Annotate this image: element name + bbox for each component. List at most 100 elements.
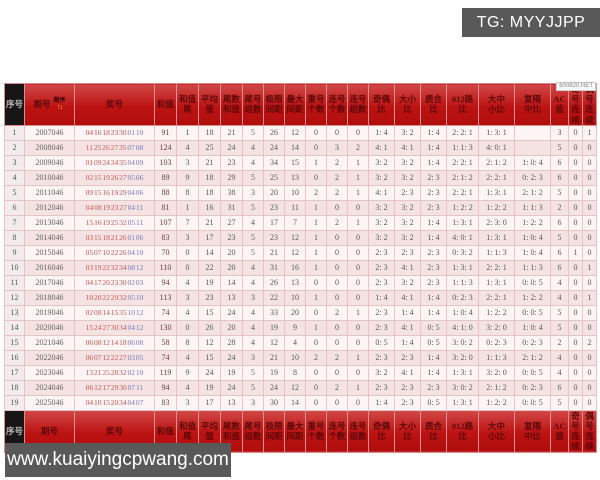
cell-sum-tail: 9 [176, 364, 199, 381]
cell-rep-int-mid-ratio [514, 124, 551, 141]
cell-consec-count: 2 [326, 214, 348, 231]
cell-tail-sum: 23 [220, 154, 243, 171]
cell-road012-ratio: 3: 2: 0 [446, 349, 479, 366]
cell-period: 2021046 [24, 334, 75, 351]
cell-period: 2017046 [24, 274, 75, 291]
cell-odd-even-ratio: 3: 2 [368, 214, 395, 231]
lottery-stats-table: 序号 期号 顺序 ↑↓ 奖号 和值 和值 尾平均 值尾数 和值 尾号 组数 极限 间距 最大 间距… [4, 83, 597, 453]
cell-road012-ratio: 1: 3: 1 [446, 214, 479, 231]
cell-big-small-ratio: 4: 1 [394, 259, 421, 276]
cell-rep-int-mid-ratio: 0: 0: 5 [514, 364, 551, 381]
cell-consec-groups: 0 [347, 244, 369, 261]
cell-tail-groups: 5 [242, 379, 264, 396]
cell-max-gap: 14 [284, 139, 306, 156]
cell-avg: 22 [198, 259, 221, 276]
cell-tail-sum: 28 [220, 334, 243, 351]
col-header-period[interactable]: 期号 顺序 ↑↓ [24, 83, 75, 126]
cell-odd-run: 0 [568, 259, 583, 276]
cell-odd-even-ratio: 0: 5 [368, 334, 395, 351]
cell-tail-sum: 20 [220, 319, 243, 336]
col-header-road012-ratio: 012路 比 [446, 83, 479, 126]
cell-seq: 15 [4, 334, 25, 351]
cell-tail-groups: 4 [242, 334, 264, 351]
cell-seq: 18 [4, 379, 25, 396]
cell-even-run: 2 [582, 334, 597, 351]
cell-ac-value: 4 [550, 289, 569, 306]
cell-even-run: 0 [582, 154, 597, 171]
cell-max-gap: 12 [284, 244, 306, 261]
cell-prize: 15 24 27 30 34 04 12 [74, 319, 155, 336]
back-numbers: 05 11 [126, 218, 144, 227]
col-header-prime-comp-ratio: 质合 比 [420, 83, 447, 126]
cell-prize: 13 21 25 28 32 02 10 [74, 364, 155, 381]
cell-period: 2007046 [24, 124, 75, 141]
cell-repeat-count: 0 [305, 274, 327, 291]
table-row: 4 2010046 02 15 19 26 27 05 06 89 9 18 29 5 25 13… [4, 169, 597, 186]
cell-big-small-ratio: 3: 2 [394, 154, 421, 171]
cell-odd-even-ratio: 3: 2 [368, 169, 395, 186]
col-header-consec-count: 连号 个数 [326, 409, 348, 453]
cell-prize: 03 19 22 32 34 08 12 [74, 259, 155, 276]
cell-big-small-ratio: 1: 4 [394, 334, 421, 351]
table-row: 3 2009046 01 09 24 34 35 04 09 103 3 21 23 4 34 1… [4, 154, 597, 171]
cell-ac-value: 5 [550, 319, 569, 336]
cell-prime-comp-ratio: 2: 3 [420, 169, 447, 186]
cell-prime-comp-ratio: 1: 4 [420, 124, 447, 141]
cell-prize: 03 15 18 21 26 01 06 [74, 229, 155, 246]
cell-prime-comp-ratio: 2: 3 [420, 274, 447, 291]
cell-consec-groups: 0 [347, 319, 369, 336]
cell-sum-tail: 8 [176, 184, 199, 201]
cell-tail-sum: 23 [220, 229, 243, 246]
table-row: 18 2024046 06 12 17 29 30 07 11 94 4 19 24 5 24 1… [4, 379, 597, 396]
cell-consec-groups: 0 [347, 124, 369, 141]
cell-avg: 15 [198, 349, 221, 366]
col-header-big-mid-small-ratio: 大中 小比 [478, 409, 515, 453]
back-numbers: 10 12 [126, 308, 144, 317]
cell-sum: 107 [154, 214, 177, 231]
cell-sum-tail: 4 [176, 379, 199, 396]
sort-order-control[interactable]: 顺序 ↑↓ [54, 98, 66, 111]
cell-sum: 119 [154, 364, 177, 381]
cell-sum-tail: 8 [176, 334, 199, 351]
cell-odd-run: 0 [568, 334, 583, 351]
cell-span: 21 [263, 349, 285, 366]
cell-sum-tail: 3 [176, 229, 199, 246]
cell-road012-ratio: 1: 3: 1 [446, 259, 479, 276]
cell-odd-even-ratio: 1: 4 [368, 394, 395, 411]
cell-big-small-ratio: 3: 2 [394, 229, 421, 246]
col-header-span: 极限 间距 [263, 409, 285, 453]
cell-odd-run: 0 [568, 349, 583, 366]
cell-ac-value: 4 [550, 364, 569, 381]
cell-prime-comp-ratio: 1: 4 [420, 154, 447, 171]
cell-odd-run: 0 [568, 379, 583, 396]
cell-consec-groups: 1 [347, 304, 369, 321]
table-row: 16 2022046 06 07 12 22 27 03 05 74 4 15 24 3 21 1… [4, 349, 597, 366]
table-row: 1 2007046 04 16 18 23 30 01 10 91 1 18 21 5 26 12… [4, 124, 597, 141]
cell-even-run: 1 [582, 124, 597, 141]
cell-seq: 10 [4, 259, 25, 276]
cell-seq: 3 [4, 154, 25, 171]
cell-big-mid-small-ratio: 2: 3: 0 [478, 214, 515, 231]
cell-consec-count: 2 [326, 379, 348, 396]
cell-consec-groups: 0 [347, 394, 369, 411]
cell-even-run: 0 [582, 214, 597, 231]
cell-span: 23 [263, 229, 285, 246]
back-numbers: 04 11 [126, 203, 144, 212]
back-numbers: 01 10 [126, 128, 144, 137]
cell-tail-groups: 4 [242, 304, 264, 321]
cell-seq: 11 [4, 274, 25, 291]
cell-sum: 74 [154, 304, 177, 321]
back-numbers: 06 08 [126, 338, 144, 347]
cell-avg: 15 [198, 304, 221, 321]
cell-ac-value: 5 [550, 229, 569, 246]
cell-seq: 1 [4, 124, 25, 141]
cell-big-mid-small-ratio: 1: 1: 3 [478, 244, 515, 261]
cell-tail-groups: 4 [242, 214, 264, 231]
cell-consec-groups: 0 [347, 274, 369, 291]
cell-seq: 13 [4, 304, 25, 321]
cell-odd-run: 0 [568, 289, 583, 306]
table-header-row: 序号 期号 顺序 ↑↓ 奖号 和值 和值 尾平均 值尾数 和值 尾号 组数 极限 间距 最大 间距… [4, 83, 597, 126]
cell-odd-even-ratio: 2: 3 [368, 259, 395, 276]
cell-sum: 58 [154, 334, 177, 351]
back-numbers: 07 08 [126, 143, 144, 152]
